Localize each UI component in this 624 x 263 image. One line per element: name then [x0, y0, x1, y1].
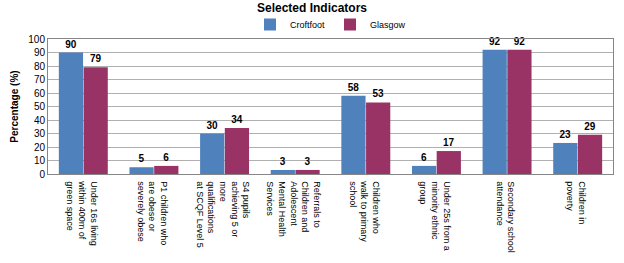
- svg-text:Secondary schoolattendance: Secondary schoolattendance: [495, 181, 517, 253]
- svg-text:0: 0: [39, 169, 45, 180]
- svg-text:3: 3: [280, 156, 286, 167]
- svg-text:53: 53: [372, 88, 384, 99]
- svg-text:50: 50: [34, 101, 46, 112]
- svg-text:23: 23: [560, 129, 572, 140]
- svg-text:90: 90: [34, 47, 46, 58]
- svg-text:Under 16s livingwithin 400m of: Under 16s livingwithin 400m ofgreen spac…: [65, 180, 98, 246]
- svg-text:Referrals toChildren andAdoles: Referrals toChildren andAdolescentMental…: [265, 181, 322, 237]
- svg-text:30: 30: [34, 128, 46, 139]
- svg-text:Children inpoverty: Children inpoverty: [565, 181, 587, 224]
- svg-text:30: 30: [206, 120, 218, 131]
- svg-text:Children whowalk to primarysch: Children whowalk to primaryschool: [348, 180, 381, 242]
- svg-text:6: 6: [421, 152, 427, 163]
- svg-text:29: 29: [584, 121, 596, 132]
- svg-text:40: 40: [34, 115, 46, 126]
- svg-text:92: 92: [489, 36, 501, 47]
- svg-text:58: 58: [348, 82, 360, 93]
- svg-text:80: 80: [34, 61, 46, 72]
- svg-text:70: 70: [34, 74, 46, 85]
- svg-text:Croftfoot: Croftfoot: [290, 20, 325, 30]
- svg-text:Selected Indicators: Selected Indicators: [257, 1, 367, 15]
- svg-text:3: 3: [305, 156, 311, 167]
- svg-text:100: 100: [28, 34, 45, 45]
- svg-text:79: 79: [90, 53, 102, 64]
- svg-text:Percentage (%): Percentage (%): [9, 70, 20, 142]
- svg-text:92: 92: [514, 36, 526, 47]
- svg-text:17: 17: [443, 137, 455, 148]
- svg-text:20: 20: [34, 142, 46, 153]
- svg-text:5: 5: [139, 153, 145, 164]
- svg-text:10: 10: [34, 155, 46, 166]
- svg-text:60: 60: [34, 88, 46, 99]
- svg-text:90: 90: [65, 39, 77, 50]
- svg-text:34: 34: [231, 114, 243, 125]
- svg-text:Glasgow: Glasgow: [370, 20, 406, 30]
- svg-text:P1 children whoare obese orsev: P1 children whoare obese orseverely obes…: [136, 181, 169, 245]
- svg-text:Under 25s from aminority ethni: Under 25s from aminority ethnicgroup: [418, 181, 451, 251]
- svg-text:6: 6: [163, 152, 169, 163]
- svg-text:S4 pupilsachieving 5 ormorequa: S4 pupilsachieving 5 ormorequalification…: [195, 181, 252, 248]
